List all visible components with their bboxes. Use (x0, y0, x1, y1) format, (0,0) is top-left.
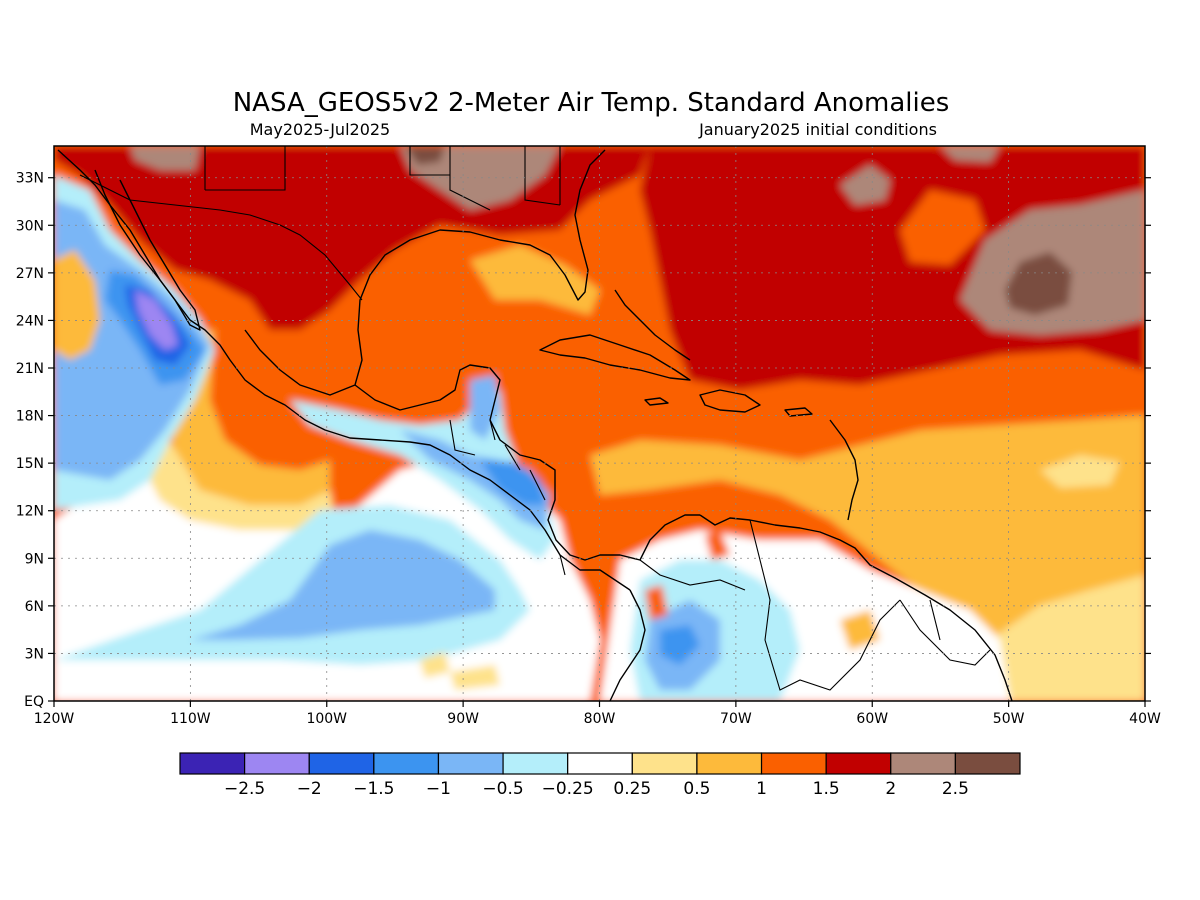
colorbar-label: 0.5 (683, 779, 710, 799)
colorbar-swatch (567, 752, 633, 775)
coastline-jamaica (644, 397, 669, 406)
coastline-yucatan (354, 364, 501, 421)
lon-tick-label: 80W (584, 711, 616, 727)
lat-tick-label: 30N (16, 218, 44, 234)
lat-tick-label: 6N (25, 599, 44, 615)
coastline-baja-california (94, 169, 201, 331)
colorbar-label: −2 (297, 779, 322, 799)
coastlines (57, 149, 1013, 701)
anomaly-field (54, 146, 1145, 701)
colorbar-label: 2.5 (942, 779, 969, 799)
colorbar-swatch (631, 752, 698, 775)
anomaly-region-us-dark (405, 146, 445, 165)
lat-tick-label: EQ (24, 694, 44, 710)
lon-tick-label: 100W (306, 711, 347, 727)
coastline-central-america-caribbean (489, 419, 700, 561)
coastline-bahamas (614, 289, 691, 361)
anomaly-region-trop-atlantic-pale (990, 575, 1145, 701)
lon-tick-label: 60W (856, 711, 888, 727)
coastline-puerto-rico (784, 407, 813, 417)
lon-tick-label: 120W (34, 711, 75, 727)
anomaly-region-offshore-warm (54, 250, 100, 360)
border-us-mexico (79, 174, 363, 301)
colorbar: −2.5 −2 −1.5 −1 −0.5 −0.25 0.25 0.5 1 1.5 2 2.5 (179, 752, 1021, 799)
lat-tick-label: 12N (16, 504, 44, 520)
anomaly-region-south-america-deep (660, 625, 700, 665)
colorbar-swatch (825, 752, 892, 775)
colorbar-swatch (890, 752, 956, 775)
colorbar-swatch (437, 752, 504, 775)
colorbar-swatch (308, 752, 375, 775)
border-south-america (639, 519, 991, 691)
axis-ticks: 120W 110W 100W 90W 80W 70W 60W 50W 40W EQ 3N 6N 9N 12… (16, 171, 1161, 727)
lat-tick-label: 18N (16, 409, 44, 425)
lat-tick-label: 15N (16, 456, 44, 472)
colorbar-label: −2.5 (224, 779, 265, 799)
colorbar-label: −0.5 (482, 779, 523, 799)
border-us-states (204, 146, 561, 211)
anomaly-region-central-america-blue (400, 430, 550, 530)
anomaly-region-sa-warm-spot2 (705, 530, 730, 560)
colorbar-swatch (954, 752, 1021, 775)
colorbar-label: 1.5 (813, 779, 840, 799)
initial-conditions: January2025 initial conditions (698, 120, 937, 139)
colorbar-swatch (760, 752, 827, 775)
lat-tick-label: 9N (25, 551, 44, 567)
anomaly-region-atlantic-orange (900, 190, 985, 265)
anomaly-region-pacific-warm-spot2 (450, 665, 500, 690)
anomaly-region-nw-atlantic-brown (840, 165, 890, 205)
anomaly-region-pacific-warm (205, 330, 330, 470)
anomaly-region-offshore-blue (54, 200, 210, 480)
anomaly-region-gulf-light (470, 245, 600, 315)
colorbar-label: −1 (426, 779, 451, 799)
colorbar-swatch (696, 752, 763, 775)
anomaly-region-pacific-pale (140, 400, 335, 530)
coastline-gulf-of-mexico (244, 149, 606, 396)
colorbar-swatch (179, 752, 246, 775)
anomaly-region-pacific-blue (190, 530, 495, 640)
chart-title: NASA_GEOS5v2 2-Meter Air Temp. Standard … (233, 88, 950, 118)
anomaly-region-central-america-deep (480, 460, 545, 505)
coastline-north-america-pacific (57, 149, 631, 591)
coastline-hispaniola (699, 389, 761, 413)
colorbar-swatch (244, 752, 310, 775)
map-panel (54, 146, 1145, 701)
coastline-cuba (539, 334, 691, 381)
anomaly-region-ne-brown (940, 146, 1000, 162)
colorbar-label: 0.25 (613, 779, 651, 799)
colorbar-label: 2 (885, 779, 896, 799)
lat-tick-label: 33N (16, 171, 44, 187)
lon-tick-label: 70W (720, 711, 752, 727)
lon-tick-label: 40W (1129, 711, 1161, 727)
anomaly-region-baja-violet (135, 290, 178, 350)
forecast-period: May2025-Jul2025 (250, 120, 390, 139)
coastline-lesser-antilles (829, 419, 859, 521)
lon-tick-label: 90W (447, 711, 479, 727)
colorbar-label: −0.25 (542, 779, 594, 799)
colorbar-label: 1 (756, 779, 767, 799)
colorbar-swatch (502, 752, 569, 775)
coastline-south-america-pacific (609, 589, 646, 701)
lon-tick-label: 110W (170, 711, 211, 727)
border-central-america (449, 419, 566, 576)
lat-tick-label: 24N (16, 313, 44, 329)
graticule (54, 146, 1145, 701)
colorbar-swatch (373, 752, 440, 775)
coastline-south-america-north (699, 514, 1013, 701)
lat-tick-label: 27N (16, 266, 44, 282)
political-borders (79, 146, 991, 691)
anomaly-region-trop-atlantic-pale2 (1040, 455, 1120, 488)
anomaly-region-sa-warm-spot (645, 585, 668, 620)
anomaly-region-west-brown (130, 146, 200, 170)
lat-tick-label: 3N (25, 646, 44, 662)
anomaly-region-pacific-light (165, 330, 330, 505)
lon-tick-label: 50W (993, 711, 1025, 727)
anomaly-region-pacific-warm-spot (420, 652, 450, 678)
colorbar-label: −1.5 (353, 779, 394, 799)
anomaly-region-atlantic-dark (1005, 252, 1072, 315)
lat-tick-label: 21N (16, 361, 44, 377)
